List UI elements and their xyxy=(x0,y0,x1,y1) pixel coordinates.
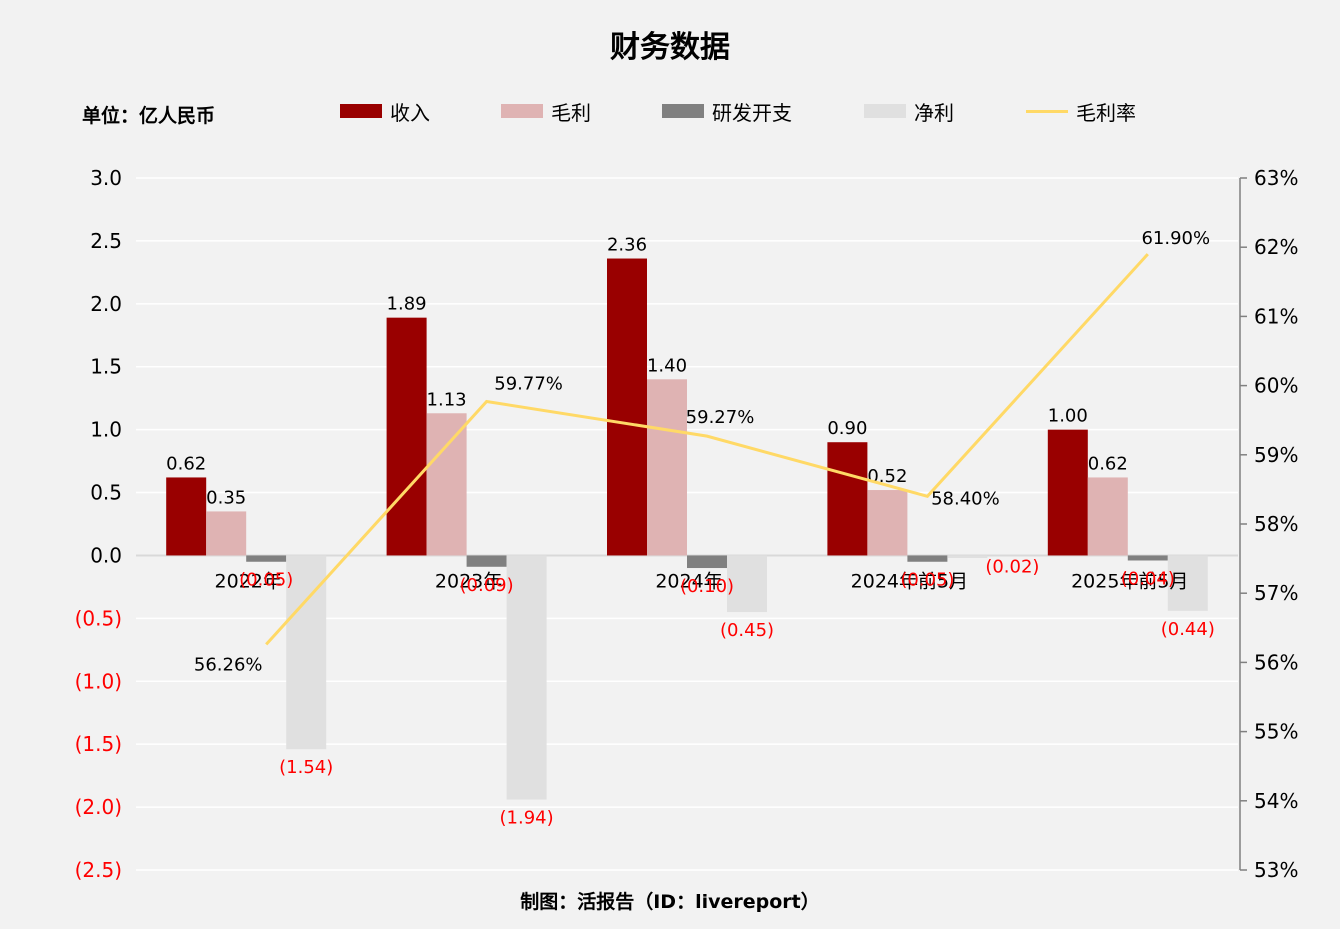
y-right-tick-label: 58% xyxy=(1254,512,1298,536)
y-left-tick-label: (2.5) xyxy=(75,858,122,882)
bar-data-label: 1.89 xyxy=(387,294,427,315)
legend-item-gross-margin: 毛利率 xyxy=(1026,98,1136,125)
legend-swatch-revenue xyxy=(340,104,382,118)
legend-swatch-rd xyxy=(662,104,704,118)
bar-data-label: (0.09) xyxy=(460,575,514,596)
y-left-tick-label: 0.5 xyxy=(90,481,122,505)
x-category-label: 2024年前5月 xyxy=(851,570,968,592)
bar-3-4 xyxy=(1167,555,1208,611)
bar-data-label: 0.62 xyxy=(166,453,206,474)
bar-data-label: 1.40 xyxy=(647,355,687,376)
legend-item-gross-profit: 毛利 xyxy=(501,98,591,125)
bar-data-label: (1.94) xyxy=(500,808,554,829)
legend-label-gross-margin: 毛利率 xyxy=(1076,100,1136,125)
bar-data-label: (0.05) xyxy=(900,570,954,591)
y-left-tick-label: 3.0 xyxy=(90,166,122,190)
bar-3-2 xyxy=(727,555,767,613)
y-right-tick-label: 57% xyxy=(1254,581,1298,605)
y-right-tick-label: 62% xyxy=(1254,235,1298,259)
y-left-tick-label: (1.5) xyxy=(75,732,122,756)
x-category-label: 2022年 xyxy=(215,570,282,592)
bar-2-2 xyxy=(687,555,727,569)
bar-0-3 xyxy=(827,442,868,556)
y-right-tick-label: 63% xyxy=(1254,166,1298,190)
bar-1-3 xyxy=(867,490,908,556)
bar-1-2 xyxy=(647,379,687,556)
bar-data-label: (0.45) xyxy=(720,620,774,641)
legend-item-rd: 研发开支 xyxy=(662,98,792,125)
bar-data-label: 2.36 xyxy=(607,235,647,256)
unit-label: 单位：亿人民币 xyxy=(82,105,216,127)
gross-margin-label: 59.27% xyxy=(686,407,755,428)
bar-0-2 xyxy=(607,258,647,556)
x-category-label: 2023年 xyxy=(435,570,502,592)
footer-credit: 制图：活报告（ID：livereport） xyxy=(520,891,820,913)
bar-data-label: 0.35 xyxy=(206,487,246,508)
y-right-tick-label: 56% xyxy=(1254,650,1298,674)
x-category-label: 2025年前5月 xyxy=(1071,570,1188,592)
gross-margin-label: 59.77% xyxy=(494,374,563,395)
legend-swatch-net-profit xyxy=(864,104,906,118)
gross-margin-label: 61.90% xyxy=(1141,228,1210,249)
bar-data-label: (0.04) xyxy=(1121,568,1175,589)
legend-swatch-gross-margin xyxy=(1026,109,1068,113)
y-right-tick-label: 55% xyxy=(1254,720,1298,744)
bar-1-0 xyxy=(206,511,247,556)
y-right-tick-label: 53% xyxy=(1254,858,1298,882)
y-left-tick-label: 1.0 xyxy=(90,418,122,442)
legend-item-revenue: 收入 xyxy=(340,98,430,125)
y-left-tick-label: (1.0) xyxy=(75,669,122,693)
bar-data-label: 1.00 xyxy=(1048,406,1088,427)
legend-swatch-gross-profit xyxy=(501,104,543,118)
bar-0-0 xyxy=(166,477,207,556)
bar-2-3 xyxy=(907,555,948,562)
bar-2-4 xyxy=(1127,555,1168,561)
bar-data-label: (1.54) xyxy=(279,757,333,778)
x-category-label: 2024年 xyxy=(655,570,722,592)
bar-2-1 xyxy=(466,555,507,567)
legend-label-rd: 研发开支 xyxy=(712,100,792,125)
bar-data-label: (0.10) xyxy=(680,576,734,597)
bar-0-1 xyxy=(386,317,427,556)
gross-margin-label: 56.26% xyxy=(194,654,263,675)
y-left-tick-label: 1.5 xyxy=(90,355,122,379)
bar-data-label: 1.13 xyxy=(427,389,467,410)
bar-data-label: 0.90 xyxy=(827,418,867,439)
bar-3-1 xyxy=(506,555,547,800)
bar-0-4 xyxy=(1047,429,1088,556)
y-left-tick-label: (0.5) xyxy=(75,606,122,630)
bar-3-3 xyxy=(947,555,988,558)
chart-title: 财务数据 xyxy=(610,30,730,65)
y-left-tick-label: 2.5 xyxy=(90,229,122,253)
y-right-tick-label: 54% xyxy=(1254,789,1298,813)
y-left-tick-label: 0.0 xyxy=(90,543,122,567)
bar-data-label: (0.02) xyxy=(985,556,1039,577)
legend-label-revenue: 收入 xyxy=(390,100,430,125)
bar-1-1 xyxy=(426,413,467,556)
bar-data-label: 0.62 xyxy=(1088,453,1128,474)
y-left-tick-label: (2.0) xyxy=(75,795,122,819)
y-left-tick-label: 2.0 xyxy=(90,292,122,316)
legend-label-net-profit: 净利 xyxy=(914,100,954,125)
gross-margin-label: 58.40% xyxy=(931,488,1000,509)
bar-data-label: (0.05) xyxy=(239,570,293,591)
y-right-tick-label: 59% xyxy=(1254,443,1298,467)
legend-item-net-profit: 净利 xyxy=(864,98,954,125)
bar-1-4 xyxy=(1087,477,1128,556)
bar-2-0 xyxy=(246,555,287,562)
y-right-tick-label: 60% xyxy=(1254,374,1298,398)
bar-data-label: (0.44) xyxy=(1161,619,1215,640)
y-right-tick-label: 61% xyxy=(1254,304,1298,328)
legend-label-gross-profit: 毛利 xyxy=(551,100,591,125)
